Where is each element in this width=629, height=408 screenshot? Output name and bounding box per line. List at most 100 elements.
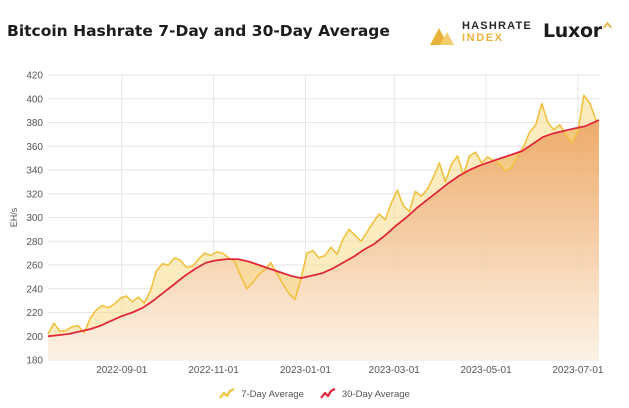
legend-item-7day[interactable]: 7-Day Average <box>219 388 304 400</box>
point-7day[interactable] <box>516 154 520 158</box>
point-7day[interactable] <box>335 252 339 256</box>
point-7day[interactable] <box>389 201 393 205</box>
point-30day[interactable] <box>573 126 577 130</box>
point-7day[interactable] <box>185 265 189 269</box>
point-7day[interactable] <box>76 324 80 328</box>
point-7day[interactable] <box>407 210 411 214</box>
point-7day[interactable] <box>401 204 405 208</box>
point-7day[interactable] <box>498 162 502 166</box>
point-7day[interactable] <box>293 297 297 301</box>
point-30day[interactable] <box>120 314 124 318</box>
point-30day[interactable] <box>257 263 261 267</box>
point-30day[interactable] <box>215 258 219 262</box>
point-30day[interactable] <box>552 131 556 135</box>
point-30day[interactable] <box>183 274 187 278</box>
point-7day[interactable] <box>64 328 68 332</box>
point-7day[interactable] <box>431 175 435 179</box>
point-7day[interactable] <box>130 300 134 304</box>
point-7day[interactable] <box>552 128 556 132</box>
point-7day[interactable] <box>534 123 538 127</box>
point-30day[interactable] <box>383 233 387 237</box>
point-30day[interactable] <box>130 311 134 315</box>
point-7day[interactable] <box>52 321 56 325</box>
point-30day[interactable] <box>162 290 166 294</box>
point-7day[interactable] <box>58 330 62 334</box>
point-7day[interactable] <box>94 308 98 312</box>
point-30day[interactable] <box>415 206 419 210</box>
point-30day[interactable] <box>446 181 450 185</box>
point-7day[interactable] <box>160 262 164 266</box>
point-30day[interactable] <box>278 270 282 274</box>
point-7day[interactable] <box>311 249 315 253</box>
point-30day[interactable] <box>510 153 514 157</box>
point-30day[interactable] <box>373 242 377 246</box>
point-7day[interactable] <box>287 292 291 296</box>
point-7day[interactable] <box>528 130 532 134</box>
point-7day[interactable] <box>239 274 243 278</box>
point-7day[interactable] <box>462 173 466 177</box>
point-7day[interactable] <box>178 258 182 262</box>
point-7day[interactable] <box>570 141 574 145</box>
point-7day[interactable] <box>323 254 327 258</box>
point-7day[interactable] <box>329 245 333 249</box>
point-7day[interactable] <box>540 102 544 106</box>
point-7day[interactable] <box>203 251 207 255</box>
point-30day[interactable] <box>352 255 356 259</box>
point-7day[interactable] <box>474 150 478 154</box>
point-7day[interactable] <box>383 218 387 222</box>
point-7day[interactable] <box>353 233 357 237</box>
point-7day[interactable] <box>154 269 158 273</box>
point-30day[interactable] <box>46 334 50 338</box>
point-7day[interactable] <box>70 325 74 329</box>
point-30day[interactable] <box>520 149 524 153</box>
point-7day[interactable] <box>197 257 201 261</box>
point-7day[interactable] <box>347 227 351 231</box>
point-7day[interactable] <box>257 273 261 277</box>
point-7day[interactable] <box>305 251 309 255</box>
point-30day[interactable] <box>109 319 113 323</box>
point-30day[interactable] <box>499 156 503 160</box>
point-7day[interactable] <box>136 295 140 299</box>
point-30day[interactable] <box>394 224 398 228</box>
point-7day[interactable] <box>522 144 526 148</box>
point-30day[interactable] <box>57 333 61 337</box>
point-30day[interactable] <box>562 129 566 133</box>
point-7day[interactable] <box>100 303 104 307</box>
point-7day[interactable] <box>455 154 459 158</box>
point-7day[interactable] <box>269 261 273 265</box>
point-7day[interactable] <box>88 316 92 320</box>
point-30day[interactable] <box>267 267 271 271</box>
point-7day[interactable] <box>588 102 592 106</box>
point-7day[interactable] <box>215 250 219 254</box>
point-7day[interactable] <box>558 123 562 127</box>
point-30day[interactable] <box>236 257 240 261</box>
point-30day[interactable] <box>341 261 345 265</box>
point-7day[interactable] <box>395 188 399 192</box>
point-7day[interactable] <box>106 306 110 310</box>
point-30day[interactable] <box>172 282 176 286</box>
point-7day[interactable] <box>449 162 453 166</box>
point-30day[interactable] <box>541 135 545 139</box>
point-30day[interactable] <box>288 274 292 278</box>
point-30day[interactable] <box>78 330 82 334</box>
point-7day[interactable] <box>172 256 176 260</box>
point-30day[interactable] <box>204 261 208 265</box>
point-30day[interactable] <box>468 168 472 172</box>
point-30day[interactable] <box>457 174 461 178</box>
point-30day[interactable] <box>141 306 145 310</box>
point-7day[interactable] <box>118 296 122 300</box>
point-7day[interactable] <box>82 331 86 335</box>
point-7day[interactable] <box>245 287 249 291</box>
point-30day[interactable] <box>478 163 482 167</box>
point-30day[interactable] <box>362 248 366 252</box>
point-7day[interactable] <box>142 301 146 305</box>
point-30day[interactable] <box>67 332 71 336</box>
point-7day[interactable] <box>166 263 170 267</box>
point-7day[interactable] <box>251 281 255 285</box>
point-30day[interactable] <box>583 124 587 128</box>
point-7day[interactable] <box>112 302 116 306</box>
series-line-30day[interactable] <box>47 119 600 338</box>
point-7day[interactable] <box>504 169 508 173</box>
point-30day[interactable] <box>320 271 324 275</box>
point-7day[interactable] <box>468 154 472 158</box>
